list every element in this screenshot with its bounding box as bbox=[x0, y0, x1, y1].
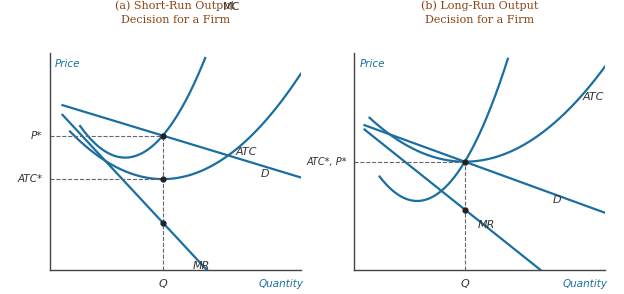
Text: Q: Q bbox=[461, 279, 469, 289]
Text: Q: Q bbox=[158, 279, 167, 289]
Text: ATC: ATC bbox=[235, 147, 257, 157]
Text: (a) Short-Run Output
Decision for a Firm: (a) Short-Run Output Decision for a Firm bbox=[115, 1, 235, 25]
Text: Quantity: Quantity bbox=[563, 279, 608, 289]
Text: ATC*: ATC* bbox=[17, 174, 42, 184]
Text: P*: P* bbox=[31, 131, 42, 141]
Text: ATC*, P*: ATC*, P* bbox=[306, 157, 347, 167]
Text: MR: MR bbox=[477, 220, 495, 230]
Text: Price: Price bbox=[55, 59, 80, 69]
Text: MR: MR bbox=[193, 261, 210, 271]
Text: Price: Price bbox=[359, 59, 385, 69]
Text: MC: MC bbox=[223, 2, 240, 12]
Text: (b) Long-Run Output
Decision for a Firm: (b) Long-Run Output Decision for a Firm bbox=[421, 1, 539, 25]
Text: D: D bbox=[261, 169, 269, 179]
Text: ATC: ATC bbox=[583, 92, 604, 102]
Text: Quantity: Quantity bbox=[258, 279, 303, 289]
Text: D: D bbox=[553, 195, 561, 205]
